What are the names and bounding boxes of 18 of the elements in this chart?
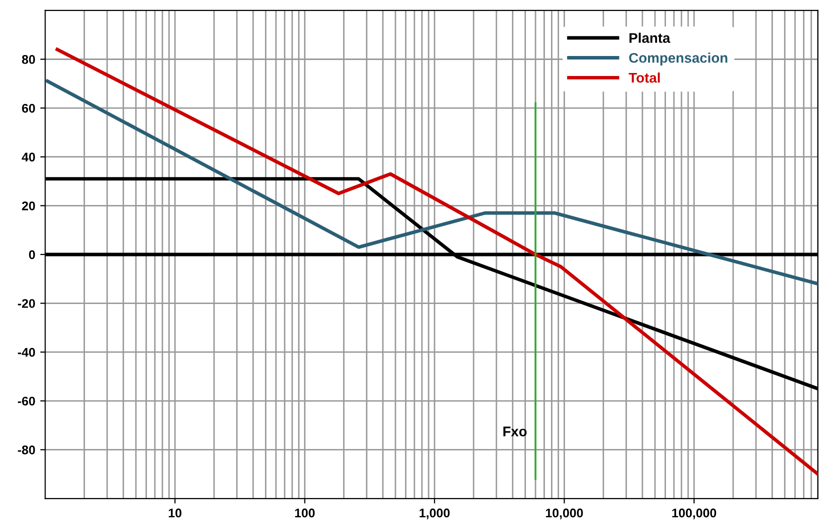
x-tick-label: 1,000 [420,508,450,520]
y-tick-label: -20 [18,299,35,308]
y-tick-label: 80 [22,55,35,64]
y-tick-label: 0 [29,250,35,260]
legend-label: Total [628,72,660,83]
y-tick-label: -60 [18,396,35,406]
x-tick-label: 100 [295,508,315,518]
x-tick-label: 10 [168,508,182,518]
y-tick-label: 60 [22,104,35,113]
y-tick-label: 20 [22,201,35,210]
y-tick-label: -80 [18,446,35,454]
x-tick-label: 10,000 [546,508,583,520]
x-tick-label: 100,000 [672,508,716,520]
y-tick-label: -40 [18,348,35,357]
legend-label: Planta [630,32,670,43]
y-tick-label: 40 [22,152,35,162]
legend-label: Compensacion [629,52,728,66]
annotation: Fxo [503,426,527,436]
